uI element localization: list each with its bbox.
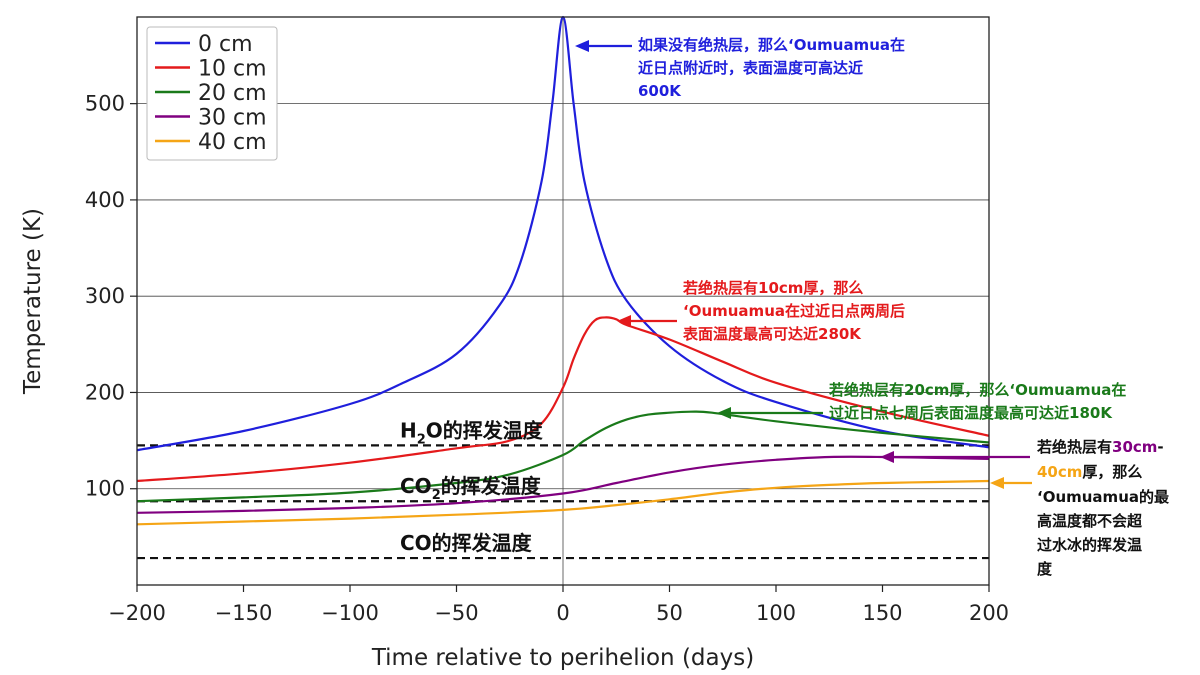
annotation-arrow-30cm-head [880,451,894,463]
annotation-text-line: 40cm厚，那么 [1037,463,1142,481]
ref-label-main: H [400,418,417,442]
annotation-text-part: - [1157,438,1163,456]
x-tick-label: 50 [656,601,683,625]
reference-lines [137,444,989,560]
x-axis-label: Time relative to perihelion (days) [371,645,754,671]
legend-label: 10 cm [198,57,267,82]
reference-line-label: CO的挥发温度 [400,531,533,555]
annotation-text-line: 近日点附近时，表面温度可高达近 [638,59,863,77]
annotation-text-line: 如果没有绝热层，那么‘Oumuamua在 [638,36,905,54]
annotation-text-line: ‘Oumuamua的最 [1037,488,1170,506]
ref-label-main: CO [400,474,432,498]
annotation-text-line: 表面温度最高可达近280K [683,325,862,343]
ref-label-subscript: 2 [432,488,441,503]
legend-label: 20 cm [198,81,267,106]
x-tick-label: 100 [756,601,796,625]
legend-label: 40 cm [198,130,267,155]
grid [137,17,989,585]
series-lines [136,15,990,526]
y-axis-label: Temperature (K) [20,208,46,395]
annotation-arrow-40cm-head [990,477,1004,489]
reference-line-label: H2O的挥发温度 [400,418,544,447]
x-tick-label: −200 [108,601,166,625]
x-tick-label: 0 [556,601,569,625]
annotation-text-line: ‘Oumuamua在过近日点两周后 [683,302,905,320]
ref-label-subscript: 2 [417,432,426,447]
annotation-text-part: 厚，那么 [1082,463,1142,481]
ticks: 100 200 300 400 500 −200 −150 −100 −50 0 50 100 150 2… [85,92,1009,625]
y-tick-label: 300 [85,284,125,308]
y-tick-label: 400 [85,188,125,212]
annotation-text-part: 若绝热层有 [1036,438,1112,456]
series-line-20cm [136,410,990,503]
series-line-40cm [136,479,990,526]
annotation-arrow-20cm-head [717,407,731,419]
legend-label: 30 cm [198,106,267,131]
x-tick-label: 200 [969,601,1009,625]
annotation-arrow-0cm-head [575,40,589,52]
y-tick-label: 500 [85,92,125,116]
annotation-arrow-10cm-head [617,315,631,327]
annotation-text-highlight: 40cm [1037,463,1082,481]
series-line-30cm [136,455,990,514]
legend-label: 0 cm [198,32,253,57]
reference-line-label: CO2的挥发温度 [400,474,542,503]
annotation-text-line: 过水冰的挥发温 [1037,536,1142,554]
annotation-text-highlight: 30cm [1112,438,1157,456]
legend-box [146,26,278,161]
series-line-10cm [136,316,990,483]
annotation-text-line: 若绝热层有20cm厚，那么‘Oumuamua在 [828,381,1126,399]
ref-label-rest: 的挥发温度 [441,474,542,498]
annotation-text-line: 度 [1037,560,1053,578]
x-tick-label: 150 [862,601,902,625]
annotation-text-line: 高温度都不会超 [1037,512,1143,530]
annotation-text-line: 若绝热层有10cm厚，那么 [682,279,863,297]
x-tick-label: −50 [434,601,478,625]
annotation-text-line: 若绝热层有30cm- [1036,438,1164,456]
y-tick-label: 200 [85,380,125,404]
y-tick-label: 100 [85,477,125,501]
x-tick-label: −150 [215,601,273,625]
annotation-text-line: 过近日点七周后表面温度最高可达近180K [829,404,1113,422]
x-tick-label: −100 [321,601,379,625]
ref-label-rest: O的挥发温度 [426,418,544,442]
ref-label-main: CO的挥发温度 [400,531,533,555]
annotation-text-line: 600K [638,82,682,100]
